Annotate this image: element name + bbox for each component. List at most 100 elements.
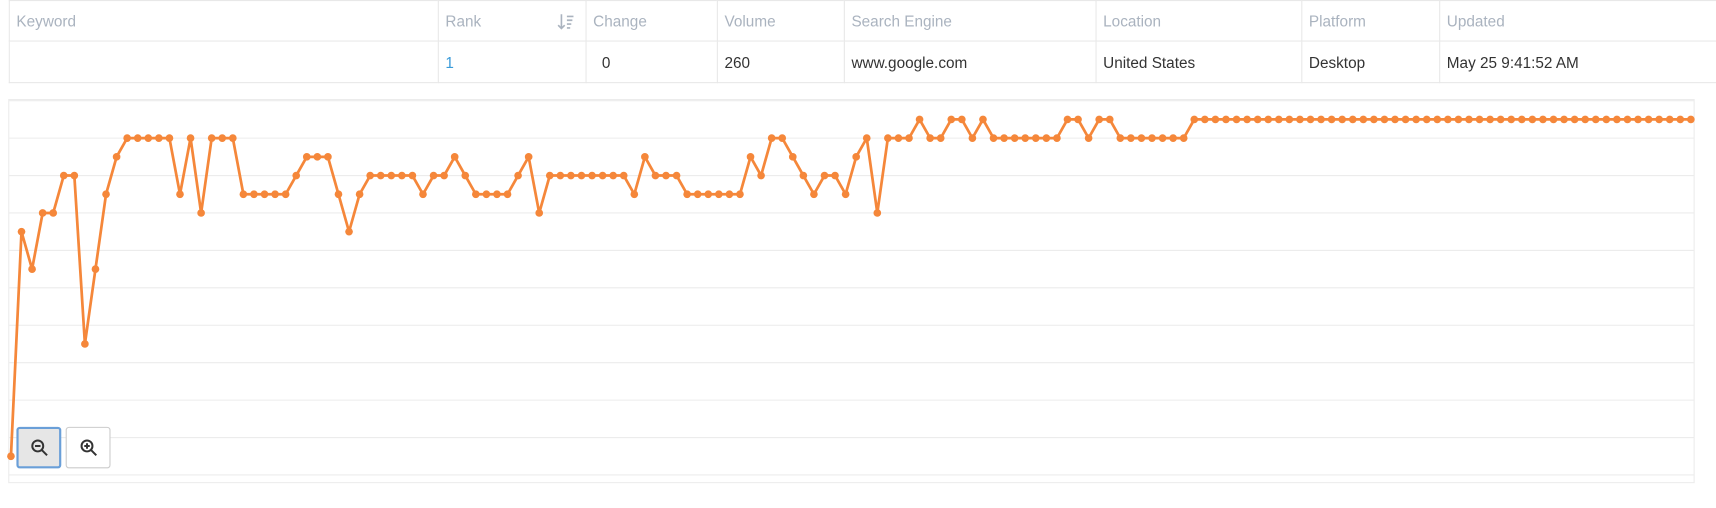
point: [1454, 115, 1463, 124]
point: [250, 190, 258, 199]
point: [1327, 115, 1336, 124]
point: [831, 171, 839, 180]
platform-cell: Desktop: [1301, 41, 1440, 84]
point: [1243, 115, 1251, 124]
point: [1074, 115, 1082, 124]
column-header[interactable]: Rank: [437, 0, 586, 42]
point: [1549, 115, 1558, 124]
point: [1602, 115, 1611, 124]
column-header[interactable]: Volume: [716, 0, 844, 42]
point: [1422, 115, 1431, 124]
point: [1655, 115, 1663, 124]
point: [324, 152, 332, 161]
point: [810, 190, 818, 199]
point: [788, 152, 797, 161]
zoom-out-button[interactable]: [16, 426, 62, 469]
point: [419, 190, 427, 199]
point: [979, 115, 987, 124]
point: [176, 190, 184, 199]
point: [714, 190, 723, 199]
point: [1676, 115, 1685, 124]
point: [1591, 115, 1600, 124]
point: [207, 134, 216, 142]
point: [1201, 115, 1209, 124]
point: [228, 134, 237, 142]
point: [778, 134, 787, 142]
point: [123, 134, 131, 142]
point: [1063, 115, 1072, 124]
point: [334, 190, 343, 199]
point: [989, 134, 998, 142]
point: [1560, 115, 1568, 124]
point: [1137, 134, 1146, 142]
chart-frame: [8, 99, 1695, 484]
point: [1317, 115, 1325, 124]
point: [7, 452, 15, 461]
rank-cell[interactable]: 1: [437, 41, 586, 84]
point: [693, 190, 702, 199]
point: [588, 171, 596, 180]
point: [915, 115, 924, 124]
point: [1031, 134, 1040, 142]
column-header[interactable]: Updated: [1439, 0, 1716, 42]
point: [366, 171, 374, 180]
point: [281, 190, 290, 199]
point: [1391, 115, 1399, 124]
point: [1517, 115, 1526, 124]
point: [1613, 115, 1621, 124]
point: [144, 134, 153, 142]
point: [1274, 115, 1283, 124]
point: [1634, 115, 1642, 124]
point: [905, 134, 913, 142]
point: [38, 209, 47, 217]
point: [239, 190, 248, 199]
point: [408, 171, 417, 180]
point: [1687, 115, 1695, 124]
zoom-out-icon: [30, 439, 48, 456]
point: [852, 152, 861, 161]
point: [1053, 134, 1061, 142]
point: [1528, 115, 1537, 124]
sort-icon: [557, 14, 574, 30]
point: [1084, 134, 1093, 142]
point: [926, 134, 934, 142]
point: [651, 171, 660, 180]
zoom-in-button[interactable]: [65, 426, 111, 469]
point: [936, 134, 945, 142]
location-cell: United States: [1095, 41, 1302, 84]
point: [757, 171, 765, 180]
point: [1253, 115, 1262, 124]
point: [133, 134, 142, 142]
point: [1169, 134, 1177, 142]
point: [1486, 115, 1494, 124]
point: [1496, 115, 1505, 124]
point: [429, 171, 438, 180]
point: [1148, 134, 1156, 142]
point: [672, 171, 681, 180]
point: [662, 171, 670, 180]
point: [292, 171, 301, 180]
column-header[interactable]: Change: [585, 0, 717, 42]
point: [1000, 134, 1008, 142]
point: [1179, 134, 1188, 142]
point: [1105, 115, 1114, 124]
point: [884, 134, 892, 142]
point: [91, 265, 100, 273]
point: [1042, 134, 1051, 142]
point: [218, 134, 227, 142]
point: [1264, 115, 1273, 124]
column-header[interactable]: Search Engine: [843, 0, 1096, 42]
volume-cell: 260: [716, 41, 844, 84]
point: [102, 190, 110, 199]
point: [17, 227, 26, 236]
point: [767, 134, 776, 142]
point: [535, 209, 544, 217]
line: [9, 118, 1691, 457]
column-header[interactable]: Location: [1095, 0, 1302, 42]
point: [165, 134, 174, 142]
point: [461, 171, 470, 180]
column-header[interactable]: Platform: [1301, 0, 1440, 42]
column-header[interactable]: Keyword: [8, 0, 438, 42]
